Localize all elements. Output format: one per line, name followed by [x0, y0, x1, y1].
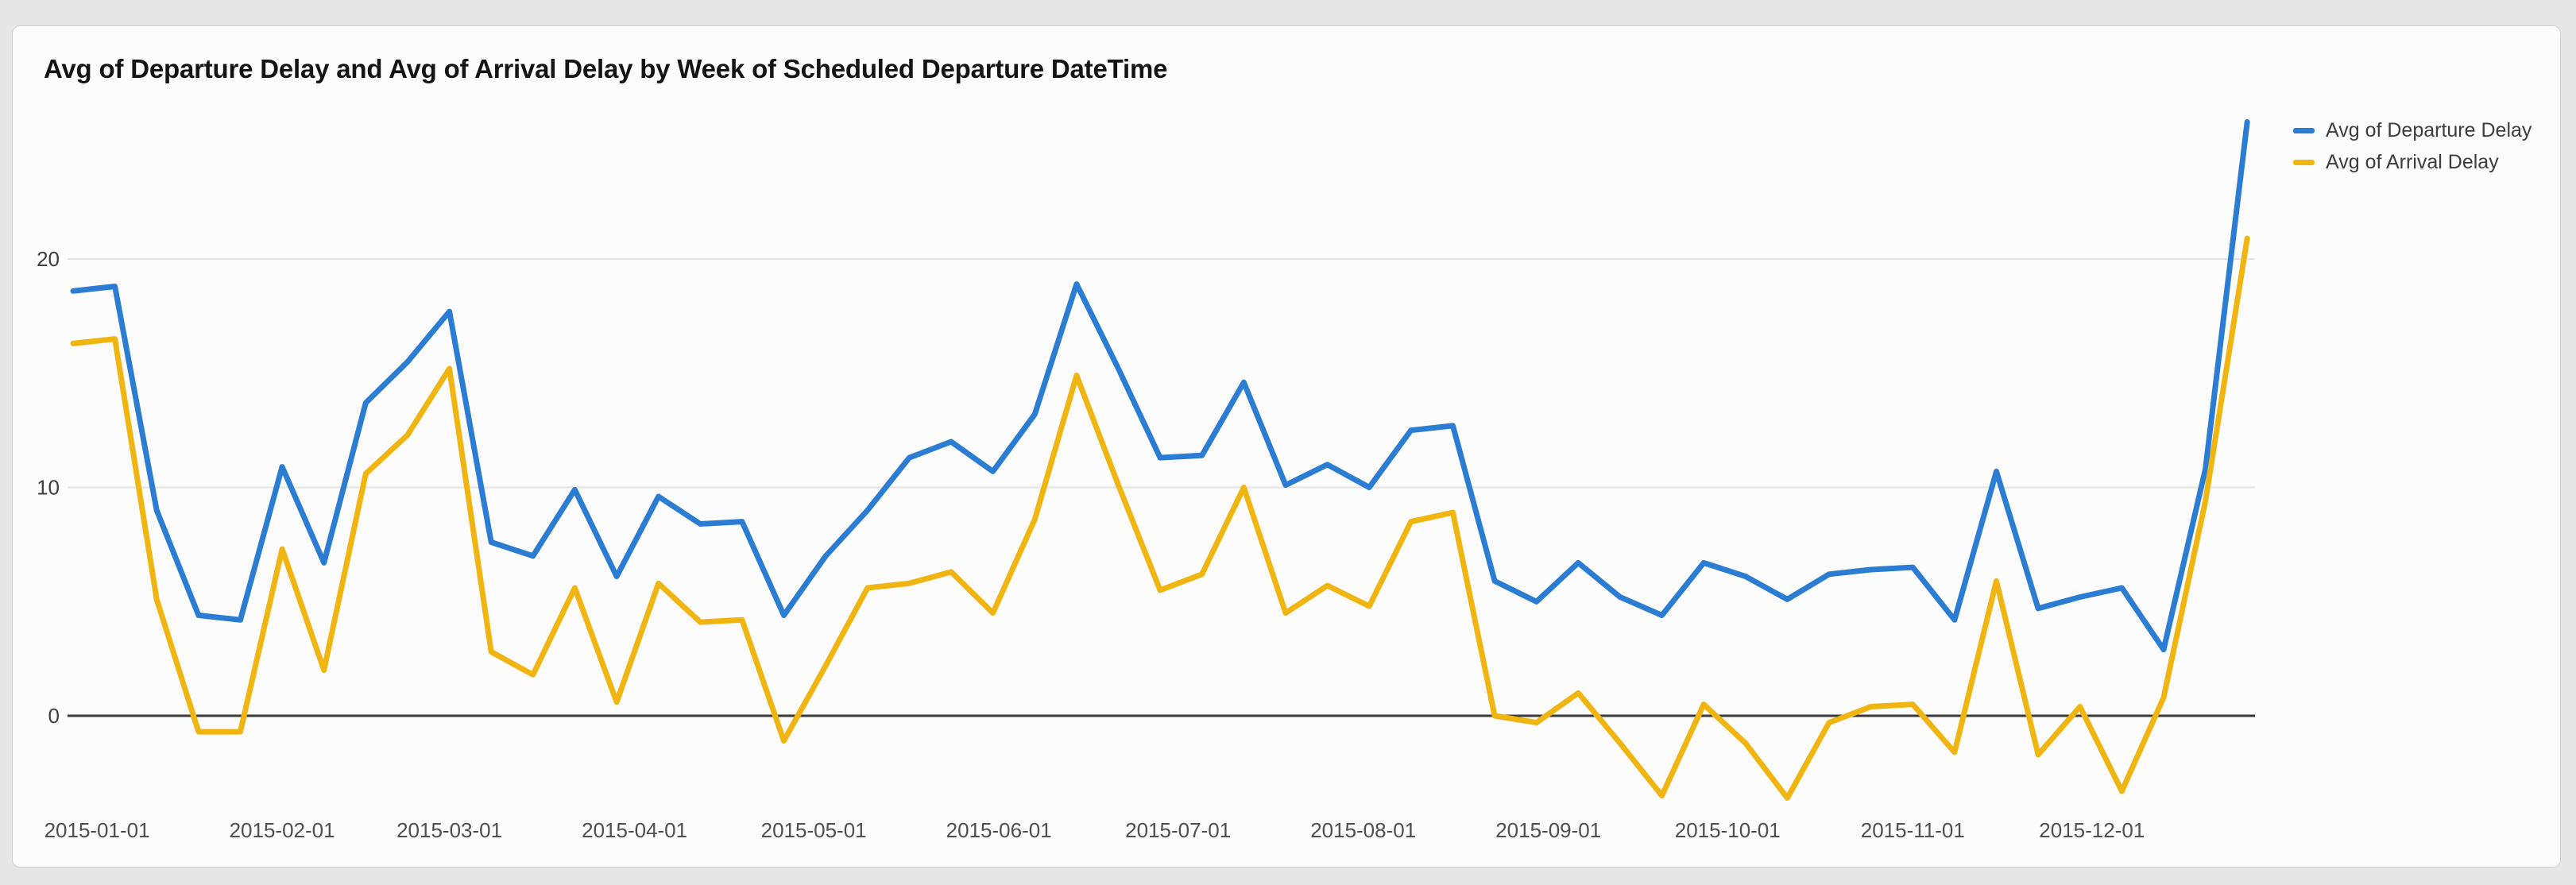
- page-title: Avg of Departure Delay and Avg of Arriva…: [44, 54, 1168, 83]
- x-axis-label: 2015-04-01: [582, 818, 687, 842]
- y-axis-tick-label: 10: [37, 476, 60, 500]
- legend-line-swatch-icon: [2293, 160, 2315, 165]
- x-axis-label: 2015-07-01: [1125, 818, 1231, 842]
- x-axis-label: 2015-01-01: [44, 818, 150, 842]
- y-axis-tick-label: 20: [37, 247, 60, 271]
- x-axis-label: 2015-03-01: [396, 818, 502, 842]
- legend-item[interactable]: Avg of Departure Delay: [2293, 119, 2532, 142]
- x-axis-label: 2015-08-01: [1310, 818, 1416, 842]
- x-axis-label: 2015-12-01: [2039, 818, 2145, 842]
- legend-item-label: Avg of Departure Delay: [2326, 119, 2532, 141]
- legend-line-swatch-icon: [2293, 128, 2315, 133]
- x-axis-label: 2015-06-01: [946, 818, 1052, 842]
- x-axis-label: 2015-05-01: [761, 818, 867, 842]
- x-axis-label: 2015-11-01: [1861, 818, 1965, 842]
- legend: Avg of Departure Delay Avg of Arrival De…: [2293, 119, 2532, 174]
- x-axis-label: 2015-09-01: [1495, 818, 1601, 842]
- x-axis-label: 2015-02-01: [230, 818, 335, 842]
- legend-item[interactable]: Avg of Arrival Delay: [2293, 151, 2532, 174]
- x-axis-label: 2015-10-01: [1675, 818, 1781, 842]
- series-line-avg-of-arrival-delay[interactable]: [70, 235, 2250, 801]
- y-axis-tick-label: 0: [48, 704, 60, 728]
- legend-item-label: Avg of Arrival Delay: [2326, 151, 2499, 173]
- series-line-avg-of-departure-delay[interactable]: [70, 119, 2250, 653]
- chart-card: [12, 25, 2561, 868]
